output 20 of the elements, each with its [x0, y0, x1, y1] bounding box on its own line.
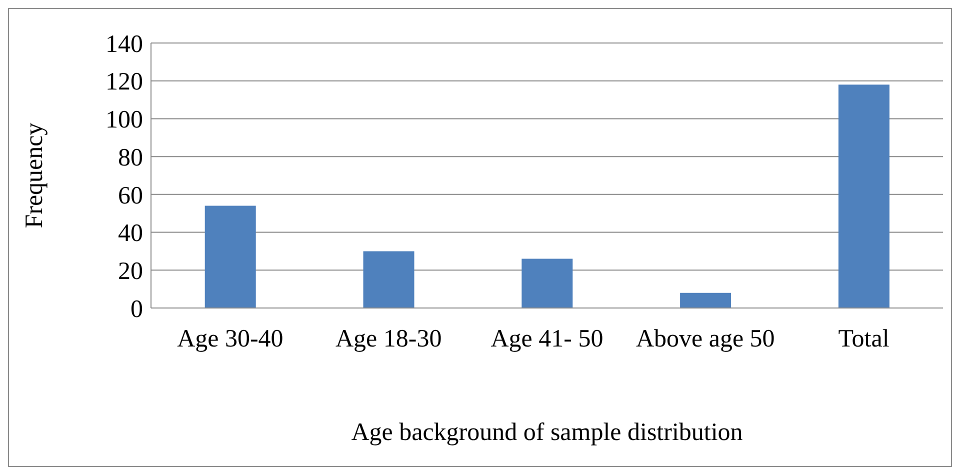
y-axis-title: Frequency: [20, 122, 48, 228]
y-tick-label: 120: [106, 68, 143, 96]
x-tick-label: Total: [838, 326, 890, 352]
y-tick-label: 100: [106, 106, 143, 134]
y-tick-label: 20: [118, 258, 143, 286]
bar: [204, 206, 256, 308]
x-axis-title: Age background of sample distribution: [351, 419, 744, 446]
x-tick-label: Above age 50: [636, 326, 775, 352]
bar: [363, 251, 414, 308]
bar: [522, 258, 573, 308]
y-tick-label: 0: [130, 296, 143, 323]
x-tick-label: Age 30-40: [177, 326, 284, 352]
x-tick-label: Age 41- 50: [490, 326, 604, 352]
bar: [838, 84, 890, 308]
y-tick-label: 140: [106, 30, 143, 58]
y-tick-label: 60: [118, 182, 143, 210]
x-tick-label: Age 18-30: [335, 326, 442, 352]
y-tick-label: 40: [118, 220, 143, 248]
y-tick-label: 80: [118, 144, 143, 172]
bar: [680, 292, 732, 308]
